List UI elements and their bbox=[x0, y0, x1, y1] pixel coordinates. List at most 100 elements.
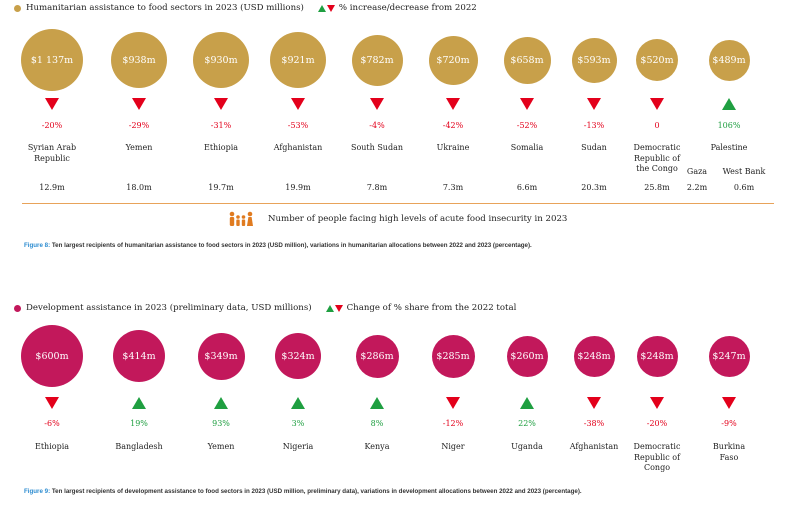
value-bubble-democratic-republic-of-the-congo: $520m bbox=[636, 39, 678, 81]
country-name-line: Uganda bbox=[511, 442, 543, 451]
country-name-line: Bangladesh bbox=[115, 442, 163, 451]
country-name-line: Republic of bbox=[633, 452, 681, 462]
figure-8-text: Ten largest recipients of humanitarian a… bbox=[50, 242, 532, 249]
value-bubble-yemen: $938m bbox=[111, 32, 167, 88]
value-bubble-afghanistan: $921m bbox=[270, 32, 326, 88]
increase-arrow-yemen bbox=[214, 397, 228, 409]
figure-9-text: Ten largest recipients of development as… bbox=[50, 488, 582, 495]
change-label-democratic-republic-of-the-congo: 0 bbox=[654, 121, 660, 130]
value-bubble-nigeria: $324m bbox=[275, 333, 321, 379]
share-change-legend-label: Change of % share from the 2022 total bbox=[346, 303, 517, 313]
change-label-palestine: 106% bbox=[717, 121, 741, 130]
country-name-burkina-faso: Burkina Faso bbox=[689, 442, 769, 463]
population-value-yemen: 18.0m bbox=[126, 183, 152, 192]
decrease-arrow-democratic-republic-of-congo bbox=[650, 397, 664, 409]
increase-arrow-palestine bbox=[722, 98, 736, 110]
humanitarian-legend-label: Humanitarian assistance to food sectors … bbox=[26, 3, 304, 13]
country-name-line: the Congo bbox=[636, 164, 678, 173]
country-name-democratic-republic-of-congo: Democratic Republic of Congo bbox=[617, 442, 697, 474]
change-label-afghanistan: -53% bbox=[287, 121, 309, 130]
increase-arrow-kenya bbox=[370, 397, 384, 409]
development-legend: Development assistance in 2023 (prelimin… bbox=[14, 303, 516, 313]
change-label-kenya: 8% bbox=[370, 419, 384, 428]
decrease-arrow-ukraine bbox=[446, 98, 460, 110]
change-label-niger: -12% bbox=[442, 419, 464, 428]
change-label-south-sudan: -4% bbox=[369, 121, 385, 130]
change-label-uganda: 22% bbox=[518, 419, 536, 428]
decrease-arrow-syrian-arab-republic bbox=[45, 98, 59, 110]
country-name-line: Afghanistan bbox=[569, 442, 619, 451]
country-name-line: Yemen bbox=[125, 143, 153, 152]
population-value-somalia: 6.6m bbox=[516, 183, 538, 192]
country-name-line: Palestine bbox=[710, 143, 748, 152]
value-bubble-south-sudan: $782m bbox=[351, 34, 403, 86]
change-label-somalia: -52% bbox=[516, 121, 538, 130]
country-name-line: Syrian Arab bbox=[27, 143, 77, 152]
country-name-syrian-arab-republic: Syrian Arab Republic bbox=[12, 143, 92, 164]
change-label-burkina-faso: -9% bbox=[721, 419, 737, 428]
value-bubble-sudan: $593m bbox=[571, 37, 617, 83]
country-name-somalia: Somalia bbox=[487, 143, 567, 154]
divider bbox=[22, 203, 774, 204]
country-name-line: Republic of bbox=[633, 153, 681, 163]
gaza-label: Gaza bbox=[686, 167, 708, 176]
country-name-afghanistan: Afghanistan bbox=[258, 143, 338, 154]
country-name-line: Democratic bbox=[633, 143, 681, 152]
value-bubble-ethiopia: $600m bbox=[21, 325, 83, 387]
country-name-line: Kenya bbox=[364, 442, 390, 451]
west-bank-label: West Bank bbox=[722, 167, 766, 176]
country-name-line: Nigeria bbox=[282, 442, 314, 451]
country-name-uganda: Uganda bbox=[487, 442, 567, 453]
development-legend-label: Development assistance in 2023 (prelimin… bbox=[26, 303, 312, 313]
value-bubble-ukraine: $720m bbox=[428, 35, 478, 85]
value-bubble-burkina-faso: $247m bbox=[708, 335, 750, 377]
country-name-ethiopia: Ethiopia bbox=[12, 442, 92, 453]
decrease-arrow-yemen bbox=[132, 98, 146, 110]
decrease-arrow-somalia bbox=[520, 98, 534, 110]
humanitarian-chart: $1 137m -20% Syrian Arab Republic 12.9m $938m… bbox=[0, 0, 800, 195]
country-name-line: Democratic bbox=[633, 442, 681, 451]
change-legend-label: % increase/decrease from 2022 bbox=[338, 3, 477, 13]
country-name-line: Ukraine bbox=[436, 143, 470, 152]
country-name-nigeria: Nigeria bbox=[258, 442, 338, 453]
figure-9-caption: Figure 9: Ten largest recipients of deve… bbox=[24, 488, 582, 495]
country-name-south-sudan: South Sudan bbox=[337, 143, 417, 154]
increase-arrow-bangladesh bbox=[132, 397, 146, 409]
decrease-arrow-afghanistan bbox=[587, 397, 601, 409]
country-name-kenya: Kenya bbox=[337, 442, 417, 453]
decrease-arrow-sudan bbox=[587, 98, 601, 110]
value-bubble-afghanistan: $248m bbox=[573, 335, 615, 377]
change-label-sudan: -13% bbox=[583, 121, 605, 130]
share-change-legend-icon bbox=[325, 304, 343, 312]
population-legend-label: Number of people facing high levels of a… bbox=[268, 214, 568, 224]
population-value-democratic-republic-of-the-congo: 25.8m bbox=[644, 183, 670, 192]
value-bubble-niger: $285m bbox=[431, 334, 475, 378]
change-legend-icon bbox=[317, 4, 335, 12]
figure-8-caption: Figure 8: Ten largest recipients of huma… bbox=[24, 242, 532, 249]
value-bubble-palestine: $489m bbox=[708, 39, 750, 81]
humanitarian-legend: Humanitarian assistance to food sectors … bbox=[14, 3, 477, 13]
figure-9-label: Figure 9: bbox=[24, 488, 51, 495]
country-name-sudan: Sudan bbox=[554, 143, 634, 154]
development-legend-dot bbox=[14, 304, 21, 312]
country-name-line: Afghanistan bbox=[273, 143, 323, 152]
decrease-arrow-ethiopia bbox=[214, 98, 228, 110]
country-name-ukraine: Ukraine bbox=[413, 143, 493, 154]
country-name-line: South Sudan bbox=[350, 143, 404, 152]
country-name-ethiopia: Ethiopia bbox=[181, 143, 261, 154]
value-bubble-bangladesh: $414m bbox=[113, 330, 165, 382]
change-label-nigeria: 3% bbox=[291, 419, 305, 428]
country-name-line: Somalia bbox=[510, 143, 544, 152]
decrease-arrow-niger bbox=[446, 397, 460, 409]
country-name-afghanistan: Afghanistan bbox=[554, 442, 634, 453]
country-name-line: Ethiopia bbox=[34, 442, 70, 451]
increase-arrow-uganda bbox=[520, 397, 534, 409]
population-value-ukraine: 7.3m bbox=[442, 183, 464, 192]
increase-arrow-nigeria bbox=[291, 397, 305, 409]
change-label-yemen: 93% bbox=[212, 419, 230, 428]
gaza-population-value: 2.2m bbox=[686, 183, 708, 192]
country-name-bangladesh: Bangladesh bbox=[99, 442, 179, 453]
value-bubble-kenya: $286m bbox=[355, 334, 399, 378]
humanitarian-legend-dot bbox=[14, 4, 21, 12]
change-label-yemen: -29% bbox=[128, 121, 150, 130]
